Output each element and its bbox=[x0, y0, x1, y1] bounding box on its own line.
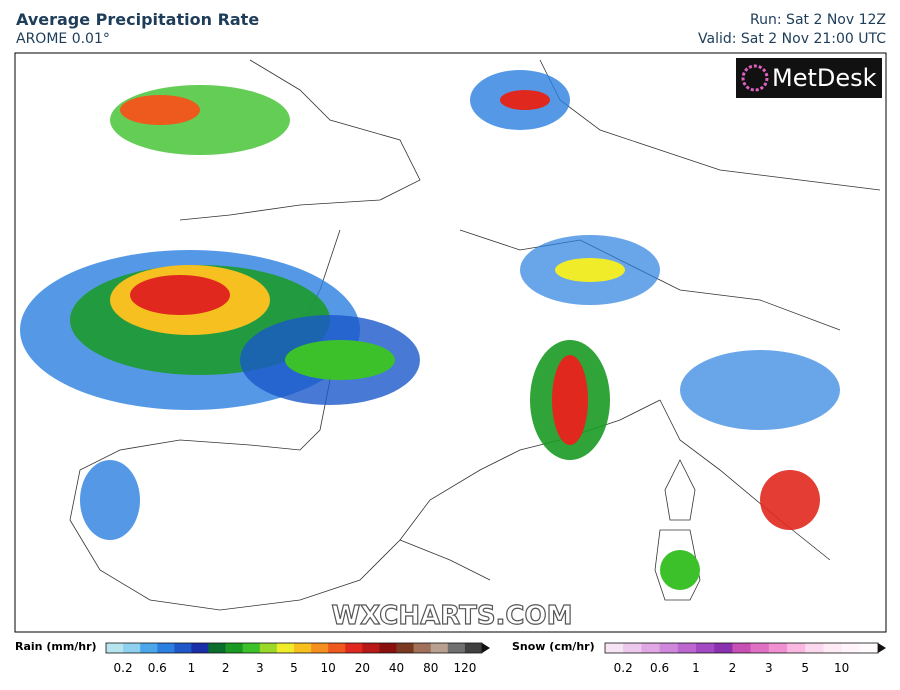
legend-swatch bbox=[732, 643, 751, 653]
legend-swatch bbox=[379, 643, 397, 653]
legend-tick-label: 3 bbox=[256, 661, 264, 675]
legend-swatch bbox=[345, 643, 363, 653]
legend-swatch bbox=[311, 643, 329, 653]
legend-swatch bbox=[259, 643, 278, 653]
title: Average Precipitation Rate bbox=[16, 10, 260, 29]
legend-swatch bbox=[623, 643, 642, 653]
legend-swatch bbox=[191, 643, 209, 653]
legend-tick-label: 0.2 bbox=[114, 661, 133, 675]
logo-box bbox=[736, 58, 882, 98]
legend-swatch bbox=[605, 643, 624, 653]
legend-swatch bbox=[294, 643, 312, 653]
logo-icon bbox=[741, 64, 769, 92]
legend-swatch bbox=[750, 643, 770, 653]
legend-swatch bbox=[157, 643, 175, 653]
legend-tick-label: 1 bbox=[692, 661, 700, 675]
legend-swatch bbox=[106, 643, 124, 653]
legend-border bbox=[105, 642, 483, 654]
legend-tick-label: 0.2 bbox=[614, 661, 633, 675]
legend-arrow bbox=[878, 643, 886, 653]
run-time: Run: Sat 2 Nov 12Z bbox=[750, 12, 886, 28]
legend-tick-label: 5 bbox=[801, 661, 809, 675]
legend-swatch bbox=[714, 643, 733, 653]
legend-tick-label: 1 bbox=[188, 661, 196, 675]
legend-tick-label: 10 bbox=[834, 661, 849, 675]
legend-tick-label: 0.6 bbox=[650, 661, 669, 675]
legend-swatch bbox=[208, 643, 226, 653]
legend-swatch bbox=[362, 643, 380, 653]
legend-swatch bbox=[276, 643, 295, 653]
legend-tick-label: 10 bbox=[321, 661, 336, 675]
legend-swatch bbox=[696, 643, 715, 653]
legend-swatch bbox=[140, 643, 158, 653]
legend-tick-label: 20 bbox=[355, 661, 370, 675]
legend-swatch bbox=[430, 643, 449, 653]
legend-border bbox=[604, 642, 879, 654]
legend-tick-label: 40 bbox=[389, 661, 404, 675]
legend-tick-label: 0.6 bbox=[148, 661, 167, 675]
legend-swatch bbox=[447, 643, 466, 653]
legend-swatch bbox=[464, 643, 483, 653]
snow-legend-label: Snow (cm/hr) bbox=[512, 640, 595, 653]
legend-arrow bbox=[482, 643, 490, 653]
legend-swatch bbox=[174, 643, 192, 653]
legend-swatch bbox=[123, 643, 141, 653]
legend-tick-label: 5 bbox=[290, 661, 298, 675]
valid-time: Valid: Sat 2 Nov 21:00 UTC bbox=[698, 31, 886, 47]
logo-text: MetDesk bbox=[772, 64, 877, 92]
legend-swatch bbox=[328, 643, 346, 653]
legend-swatch bbox=[859, 643, 879, 653]
legend-tick-label: 120 bbox=[453, 661, 476, 675]
precipitation bbox=[20, 70, 840, 590]
legend-tick-label: 80 bbox=[423, 661, 438, 675]
legend-swatch bbox=[225, 643, 244, 653]
rain-legend-label: Rain (mm/hr) bbox=[15, 640, 97, 653]
legend-tick-label: 2 bbox=[222, 661, 230, 675]
legend-swatch bbox=[768, 643, 788, 653]
legend-tick-label: 3 bbox=[765, 661, 773, 675]
legend-swatch bbox=[413, 643, 432, 653]
subtitle: AROME 0.01° bbox=[16, 31, 110, 47]
legend-swatch bbox=[841, 643, 861, 653]
legend-swatch bbox=[677, 643, 697, 653]
legend-swatch bbox=[823, 643, 842, 653]
legend-swatch bbox=[659, 643, 679, 653]
legend-swatch bbox=[641, 643, 660, 653]
legend-tick-label: 2 bbox=[729, 661, 737, 675]
legend-swatch bbox=[396, 643, 414, 653]
watermark: WXCHARTS.COM bbox=[331, 601, 572, 631]
legend-swatch bbox=[242, 643, 261, 653]
legend-swatch bbox=[787, 643, 806, 653]
legend-swatch bbox=[805, 643, 824, 653]
